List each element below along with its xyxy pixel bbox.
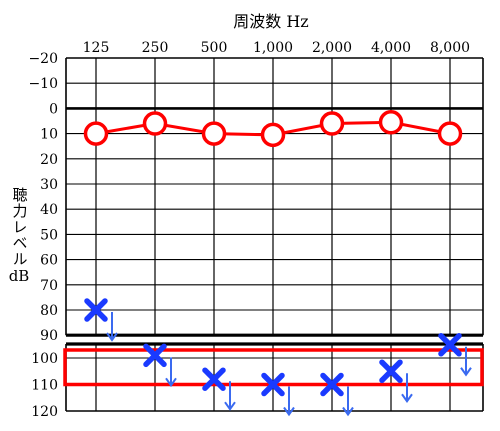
circle-marker: [319, 111, 345, 136]
cross-stroke: [379, 359, 403, 383]
y-tick-label: 20: [40, 152, 58, 168]
arrow-head: [283, 406, 295, 417]
data-marks: [63, 110, 484, 417]
y-tick-label: −10: [28, 76, 58, 92]
circle-marker: [378, 110, 404, 135]
x-tick-label: 250: [142, 40, 169, 56]
x-tick-label: 500: [201, 40, 228, 56]
cross-marker: [379, 359, 403, 383]
y-tick-label: 30: [40, 177, 58, 193]
cross-marker: [84, 298, 108, 322]
circle-marker: [437, 121, 463, 146]
arrow-head: [401, 393, 413, 403]
arrow-head: [460, 367, 472, 377]
no-response-arrow: [224, 381, 236, 411]
circle-marker: [201, 121, 227, 146]
y-tick-label: 100: [31, 351, 58, 367]
arrow-head: [165, 377, 177, 388]
circle-marker: [260, 122, 286, 148]
cross-marker: [143, 343, 167, 368]
grid: [65, 57, 484, 412]
y-tick-label: 40: [40, 202, 58, 218]
no-response-arrow: [165, 357, 177, 388]
y-axis-title: 聴力レベル dB: [8, 187, 30, 284]
cross-stroke: [202, 367, 226, 391]
y-tick-label: 50: [40, 227, 58, 243]
no-response-arrow: [401, 373, 413, 403]
y-tick-label: 90: [40, 328, 58, 344]
x-tick-label: 2,000: [312, 40, 352, 56]
circle-marker: [142, 111, 168, 136]
chart-title: 周波数 Hz: [233, 12, 308, 31]
x-tick-label: 1,000: [253, 40, 293, 56]
x-tick-label: 125: [83, 40, 110, 56]
y-axis-label: 聴力レベル: [10, 187, 29, 267]
no-response-arrow: [460, 346, 472, 377]
cross-stroke: [84, 298, 108, 322]
no-response-arrow: [283, 386, 295, 417]
y-tick-label: 120: [31, 404, 58, 420]
cross-stroke: [143, 343, 167, 368]
cross-marker: [438, 333, 462, 357]
y-tick-label: 60: [40, 253, 58, 269]
no-response-arrow: [342, 386, 354, 417]
y-tick-label: 110: [31, 378, 58, 394]
cross-marker: [261, 372, 285, 397]
arrow-head: [106, 332, 118, 342]
cross-stroke: [320, 372, 344, 397]
y-axis-unit: dB: [8, 267, 30, 285]
y-tick-label: −20: [28, 51, 58, 67]
circle-marker: [83, 121, 109, 146]
x-tick-label: 4,000: [371, 40, 411, 56]
arrow-head: [342, 406, 354, 417]
y-tick-label: 10: [40, 127, 58, 143]
cross-marker: [320, 372, 344, 397]
cross-marker: [202, 367, 226, 391]
cross-stroke: [261, 372, 285, 397]
no-response-arrow: [106, 312, 118, 342]
y-tick-label: 80: [40, 303, 58, 319]
x-tick-labels: 125 250 500 1,000 2,000 4,000 8,000: [83, 40, 470, 56]
y-tick-label: 70: [40, 278, 58, 294]
y-tick-label: 0: [49, 101, 58, 117]
cross-stroke: [438, 333, 462, 357]
arrow-head: [224, 401, 236, 411]
y-tick-labels: −20 −10 0 10 20 30 40 50 60 70 80 90 100 110 120: [28, 51, 58, 420]
x-tick-label: 8,000: [430, 40, 470, 56]
